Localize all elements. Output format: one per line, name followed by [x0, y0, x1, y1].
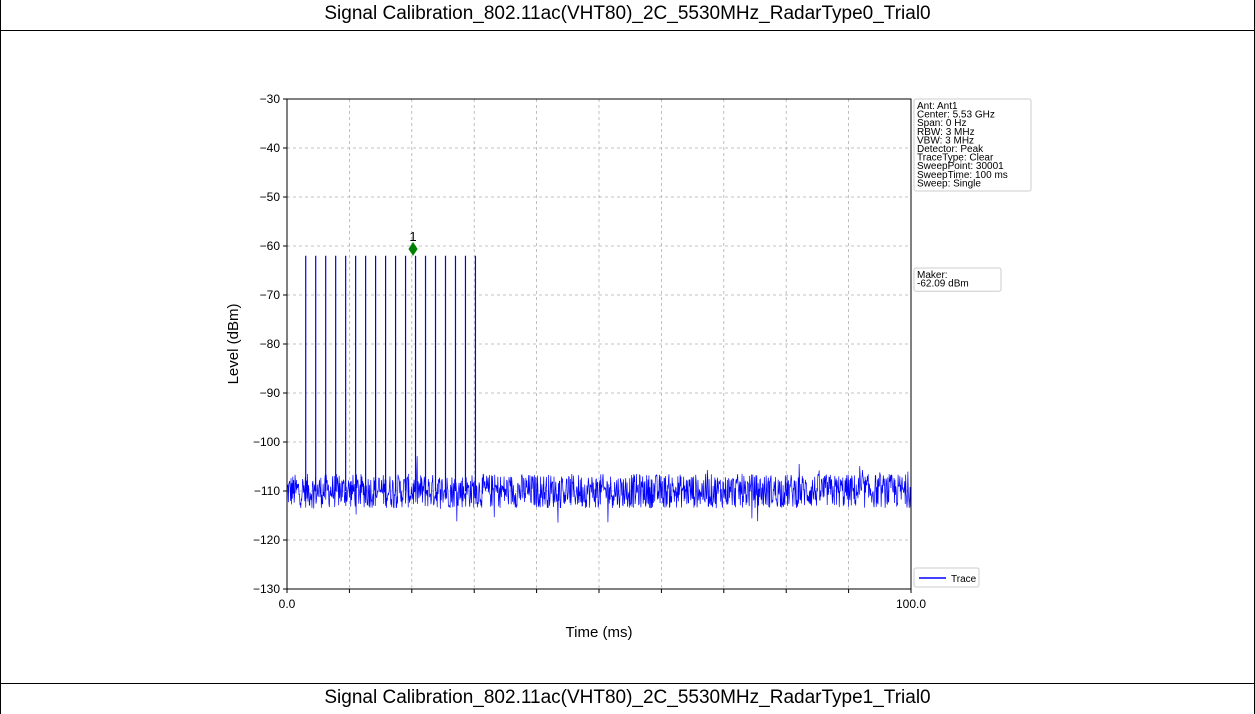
x-axis-ticks: 0.0 100.0: [279, 589, 926, 611]
trace-line: [286, 255, 912, 523]
panel-title: Signal Calibration_802.11ac(VHT80)_2C_55…: [0, 0, 1255, 31]
info-line: Ant: Ant1: [917, 101, 958, 112]
legend: Trace: [913, 567, 980, 588]
marker-diamond: [408, 242, 418, 256]
y-axis-ticks: −30 −40 −50 −60 −70 −80 −90 −100 −110 −120 −130: [253, 92, 287, 596]
marker-1: 1: [408, 229, 418, 256]
legend-frame: [913, 567, 980, 588]
maker-line: -62.09 dBm: [917, 279, 969, 290]
info-line: TraceType: Clear: [917, 153, 994, 164]
y-tick-label: −60: [260, 239, 281, 253]
y-tick-label: −130: [253, 582, 280, 596]
info-line: Sweep: Single: [917, 178, 981, 189]
x-tick-label: 100.0: [896, 597, 926, 611]
y-tick-label: −50: [260, 190, 281, 204]
x-axis-label: Time (ms): [566, 624, 633, 641]
info-line: Span: 0 Hz: [917, 118, 966, 129]
trace-noise: [286, 456, 912, 523]
marker-readout-box: Maker: -62.09 dBm: [913, 267, 1002, 292]
y-axis-label: Level (dBm): [225, 304, 242, 385]
maker-frame: [913, 267, 1002, 292]
info-line: SweepPoint: 30001: [917, 161, 1004, 172]
x-tick-label: 0.0: [279, 597, 296, 611]
y-tick-label: −30: [260, 92, 281, 106]
info-line: RBW: 3 MHz: [917, 127, 975, 138]
panel-title-next: Signal Calibration_802.11ac(VHT80)_2C_55…: [0, 683, 1255, 714]
y-tick-label: −100: [253, 435, 280, 449]
y-tick-label: −40: [260, 141, 281, 155]
info-line: Detector: Peak: [917, 144, 984, 155]
y-tick-label: −110: [254, 484, 280, 498]
info-line: Center: 5.53 GHz: [917, 110, 995, 121]
chart-grid: [287, 98, 911, 590]
info-line: SweepTime: 100 ms: [917, 170, 1008, 181]
marker-label: 1: [409, 229, 416, 244]
legend-label: Trace: [951, 574, 977, 585]
y-tick-label: −90: [260, 386, 281, 400]
maker-line: Maker:: [917, 270, 948, 281]
info-frame: [913, 98, 1032, 192]
y-tick-label: −120: [253, 533, 280, 547]
info-line: VBW: 3 MHz: [917, 135, 974, 146]
y-tick-label: −80: [260, 337, 281, 351]
y-tick-label: −70: [260, 288, 281, 302]
